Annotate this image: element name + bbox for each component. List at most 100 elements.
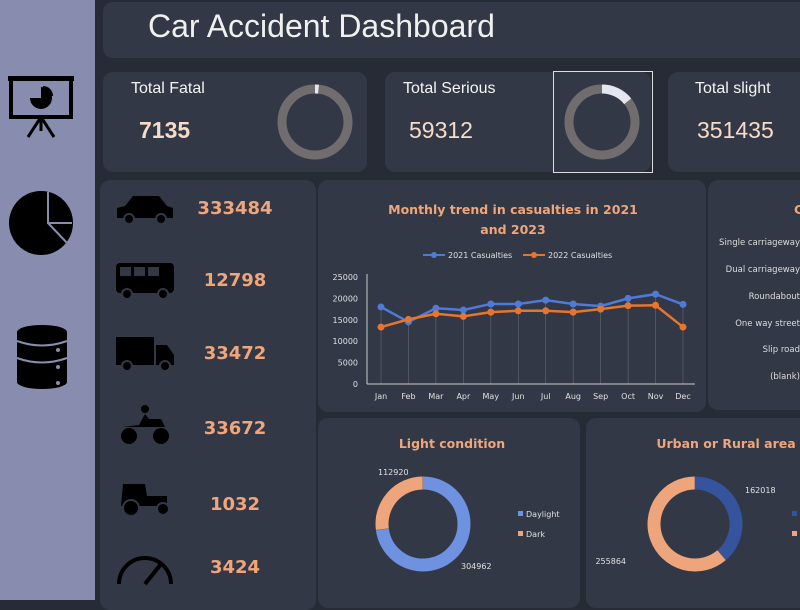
- data-point: [378, 303, 385, 310]
- y-tick-label: 5000: [338, 359, 358, 368]
- vehicle-count: 333484: [195, 198, 275, 219]
- vehicle-count: 12798: [195, 270, 275, 291]
- chart-title: C: [794, 202, 800, 217]
- data-point: [460, 306, 467, 313]
- data-point: [597, 306, 604, 313]
- x-tick-label: Jul: [540, 392, 551, 401]
- vehicle-count: 33472: [195, 343, 275, 364]
- y-tick-label: 0: [353, 380, 358, 389]
- series-line: [381, 294, 683, 322]
- kpi-label: Total Serious: [403, 80, 496, 98]
- page-title: Car Accident Dashboard: [148, 8, 495, 45]
- donut-slice: [382, 483, 423, 529]
- legend-marker: [431, 252, 437, 258]
- y-tick-label: 10000: [333, 337, 358, 346]
- kpi-donut: [275, 82, 355, 162]
- data-point: [542, 307, 549, 314]
- data-point: [460, 313, 467, 320]
- donut-track: [282, 89, 348, 155]
- legend-swatch: [518, 531, 523, 536]
- data-point: [570, 300, 577, 307]
- bus-icon: [115, 260, 175, 300]
- presentation-chart-icon[interactable]: [8, 73, 74, 139]
- vehicle-count: 3424: [195, 557, 275, 578]
- data-point: [652, 302, 659, 309]
- kpi-total-fatal: Total Fatal 7135: [103, 72, 367, 172]
- speedometer-icon: [115, 550, 175, 590]
- vehicle-count: 1032: [195, 494, 275, 515]
- header: Car Accident Dashboard: [103, 2, 800, 58]
- x-tick-label: Dec: [675, 392, 690, 401]
- category-label: (blank): [770, 372, 800, 382]
- data-point: [625, 302, 632, 309]
- x-tick-label: Feb: [401, 392, 415, 401]
- category-label: One way street: [735, 319, 800, 329]
- road-type-chart: C Single carriageway Dual carriageway Ro…: [708, 180, 800, 410]
- kpi-value: 351435: [697, 117, 774, 144]
- donut-slice: [654, 483, 722, 565]
- pie-chart-icon[interactable]: [8, 190, 74, 256]
- data-point: [680, 301, 687, 308]
- x-tick-label: Sep: [593, 392, 608, 401]
- database-icon[interactable]: [16, 324, 68, 390]
- data-point: [487, 309, 494, 316]
- legend-label: 2021 Casualties: [448, 251, 512, 260]
- data-point: [405, 316, 412, 323]
- data-label: 162018: [745, 486, 776, 495]
- legend-label: Dark: [526, 530, 545, 539]
- kpi-total-serious: Total Serious 59312: [385, 72, 651, 172]
- monthly-trend-chart: Monthly trend in casualties in 2021 and …: [318, 180, 706, 412]
- x-tick-label: Nov: [648, 392, 664, 401]
- legend-marker: [531, 252, 537, 258]
- kpi-label: Total slight: [695, 80, 771, 98]
- data-point: [515, 307, 522, 314]
- y-tick-label: 15000: [333, 316, 358, 325]
- category-label: Single carriageway: [719, 238, 800, 248]
- sidebar: [0, 0, 95, 600]
- motorcycle-icon: [115, 405, 175, 445]
- legend-swatch: [792, 511, 797, 516]
- category-label: Roundabout: [749, 292, 800, 302]
- vehicle-count: 33672: [195, 418, 275, 439]
- category-label: Slip road: [763, 345, 800, 355]
- kpi-value: 7135: [139, 117, 190, 144]
- donut-slice: [695, 483, 736, 555]
- y-tick-label: 20000: [333, 294, 358, 303]
- x-tick-label: Aug: [565, 392, 581, 401]
- x-tick-label: Oct: [621, 392, 635, 401]
- vehicle-panel: 333484 12798 33472 33672 1032 3424: [100, 180, 316, 610]
- tractor-icon: [115, 478, 175, 518]
- data-label: 255864: [595, 557, 626, 566]
- data-point: [378, 324, 385, 331]
- category-label: Dual carriageway: [726, 265, 800, 275]
- x-tick-label: Apr: [456, 392, 471, 401]
- legend-label: 2022 Casualties: [548, 251, 612, 260]
- data-point: [625, 295, 632, 302]
- car-icon: [115, 188, 175, 228]
- data-point: [515, 300, 522, 307]
- kpi-label: Total Fatal: [131, 80, 205, 98]
- kpi-value: 59312: [409, 117, 473, 144]
- data-point: [570, 309, 577, 316]
- data-point: [432, 310, 439, 317]
- truck-icon: [115, 333, 175, 373]
- legend-swatch: [792, 531, 797, 536]
- legend-label: Daylight: [526, 510, 560, 519]
- x-tick-label: Jun: [511, 392, 525, 401]
- kpi-total-slight: Total slight 351435: [668, 72, 800, 172]
- data-point: [680, 324, 687, 331]
- y-tick-label: 25000: [333, 273, 358, 282]
- series-line: [381, 305, 683, 327]
- donut-fill: [602, 89, 628, 101]
- data-label: 304962: [461, 562, 492, 571]
- data-label: 112920: [378, 468, 409, 477]
- x-tick-label: Jan: [374, 392, 387, 401]
- donut-chart: 304962 112920 Daylight Dark: [318, 418, 580, 608]
- donut-chart: 162018 255864: [586, 418, 800, 608]
- x-tick-label: May: [483, 392, 500, 401]
- data-point: [652, 291, 659, 298]
- legend-swatch: [518, 511, 523, 516]
